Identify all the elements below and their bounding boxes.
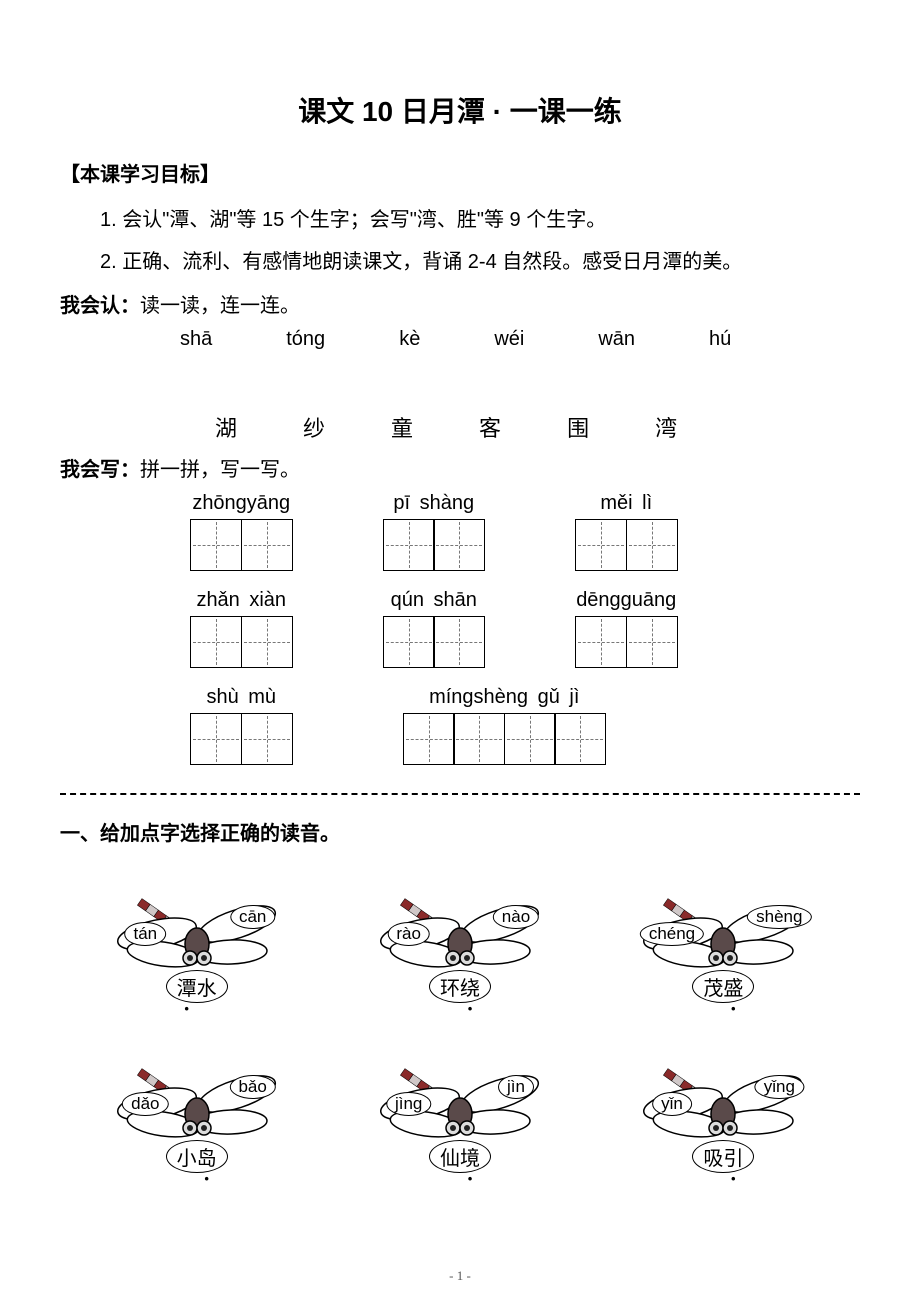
wing-left-label[interactable]: dǎo	[122, 1092, 168, 1116]
char-box[interactable]	[383, 519, 435, 571]
char-box[interactable]	[453, 713, 505, 765]
word-label: 环绕	[429, 970, 491, 1003]
write-section: zhōngyāng pī shàng měi lì zhǎn xiàn qún shā…	[60, 492, 860, 765]
exercise-1-heading: 一、给加点字选择正确的读音。	[60, 817, 860, 846]
word-label: 茂盛	[692, 970, 754, 1003]
wing-right-label[interactable]: yǐng	[755, 1075, 804, 1099]
divider	[60, 793, 860, 795]
dragonfly-item: rào nào 环绕	[343, 872, 576, 1012]
char-box[interactable]	[241, 713, 293, 765]
wing-left-label[interactable]: jìng	[386, 1092, 431, 1116]
char-box[interactable]	[433, 616, 485, 668]
char-boxes	[190, 616, 293, 668]
char-box[interactable]	[575, 519, 627, 571]
dragonfly-grid: táncān潭水 ràonào环绕 chéngshè	[60, 872, 860, 1182]
char-boxes	[575, 519, 678, 571]
write-row: zhōngyāng pī shàng měi lì	[60, 492, 860, 571]
char-boxes	[383, 519, 486, 571]
wing-right-label[interactable]: shèng	[747, 905, 811, 929]
write-pinyin: qún shān	[391, 589, 477, 612]
hanzi-row: 湖 纱 童 客 围 湾	[60, 411, 860, 443]
char-boxes	[383, 616, 486, 668]
goal-2: 2. 正确、流利、有感情地朗读课文，背诵 2-4 自然段。感受日月潭的美。	[60, 243, 860, 281]
word-label: 吸引	[692, 1140, 754, 1173]
char-boxes	[403, 713, 607, 765]
write-item: zhǎn xiàn	[190, 589, 293, 668]
pinyin-item: tóng	[286, 328, 325, 351]
goals-heading: 【本课学习目标】	[60, 158, 860, 187]
char-box[interactable]	[575, 616, 627, 668]
hanzi-item: 童	[391, 411, 413, 443]
dragonfly-item: dǎo bǎo 小岛	[80, 1042, 313, 1182]
char-box[interactable]	[241, 616, 293, 668]
write-pinyin: dēngguāng	[576, 589, 676, 612]
read-label-rest: 读一读，连一连。	[140, 295, 300, 317]
dragonfly-item: chéng shèng 茂盛	[607, 872, 840, 1012]
write-label: 我会写：拼一拼，写一写。	[60, 453, 860, 482]
page-title: 课文 10 日月潭 · 一课一练	[60, 90, 860, 130]
pinyin-item: shā	[180, 328, 212, 351]
write-item: qún shān	[383, 589, 486, 668]
write-label-rest: 拼一拼，写一写。	[140, 459, 300, 481]
char-box[interactable]	[241, 519, 293, 571]
wing-left-label[interactable]: rào	[387, 922, 430, 946]
word-label: 小岛	[166, 1140, 228, 1173]
dragonfly-item: tán cān 潭水	[80, 872, 313, 1012]
hanzi-item: 客	[479, 411, 501, 443]
read-label-bold: 我会认：	[60, 295, 140, 317]
char-box[interactable]	[504, 713, 556, 765]
wing-right-label[interactable]: jìn	[498, 1075, 534, 1099]
write-pinyin: shù mù	[206, 686, 276, 709]
wing-left-label[interactable]: yǐn	[652, 1092, 692, 1116]
char-box[interactable]	[403, 713, 455, 765]
char-boxes	[575, 616, 678, 668]
write-item: míngshèng gǔ jì	[403, 686, 607, 765]
page-number: - 1 -	[449, 1268, 471, 1284]
write-pinyin: zhǎn xiàn	[196, 589, 286, 612]
char-box[interactable]	[383, 616, 435, 668]
write-pinyin: zhōngyāng	[192, 492, 290, 515]
write-item: shù mù	[190, 686, 293, 765]
hanzi-item: 纱	[303, 411, 325, 443]
wing-right-label[interactable]: nào	[493, 905, 539, 929]
pinyin-item: hú	[709, 328, 731, 351]
write-item: měi lì	[575, 492, 678, 571]
char-box[interactable]	[190, 616, 242, 668]
write-row: shù mù míngshèng gǔ jì	[60, 686, 860, 765]
write-row: zhǎn xiàn qún shān dēngguāng	[60, 589, 860, 668]
hanzi-item: 围	[567, 411, 589, 443]
write-pinyin: pī shàng	[393, 492, 474, 515]
pinyin-item: wéi	[494, 328, 524, 351]
write-item: pī shàng	[383, 492, 486, 571]
wing-right-label[interactable]: bǎo	[229, 1075, 275, 1099]
wing-left-label[interactable]: chéng	[640, 922, 704, 946]
char-box[interactable]	[190, 713, 242, 765]
write-pinyin: měi lì	[600, 492, 652, 515]
write-item: dēngguāng	[575, 589, 678, 668]
hanzi-item: 湖	[215, 411, 237, 443]
word-label: 潭水	[166, 970, 228, 1003]
char-boxes	[190, 519, 293, 571]
read-label: 我会认：读一读，连一连。	[60, 289, 860, 318]
write-item: zhōngyāng	[190, 492, 293, 571]
write-label-bold: 我会写：	[60, 459, 140, 481]
word-label: 仙境	[429, 1140, 491, 1173]
goal-1: 1. 会认"潭、湖"等 15 个生字；会写"湾、胜"等 9 个生字。	[60, 201, 860, 239]
char-box[interactable]	[433, 519, 485, 571]
char-box[interactable]	[554, 713, 606, 765]
char-box[interactable]	[626, 519, 678, 571]
dragonfly-item: yǐn yǐng 吸引	[607, 1042, 840, 1182]
write-pinyin: míngshèng gǔ jì	[429, 686, 579, 709]
wing-right-label[interactable]: cān	[230, 905, 275, 929]
wing-left-label[interactable]: tán	[125, 922, 167, 946]
pinyin-row: shā tóng kè wéi wān hú	[60, 328, 860, 351]
hanzi-item: 湾	[655, 411, 677, 443]
dragonfly-item: jìng jìn 仙境	[343, 1042, 576, 1182]
char-box[interactable]	[190, 519, 242, 571]
char-box[interactable]	[626, 616, 678, 668]
pinyin-item: kè	[399, 328, 420, 351]
pinyin-item: wān	[598, 328, 635, 351]
char-boxes	[190, 713, 293, 765]
